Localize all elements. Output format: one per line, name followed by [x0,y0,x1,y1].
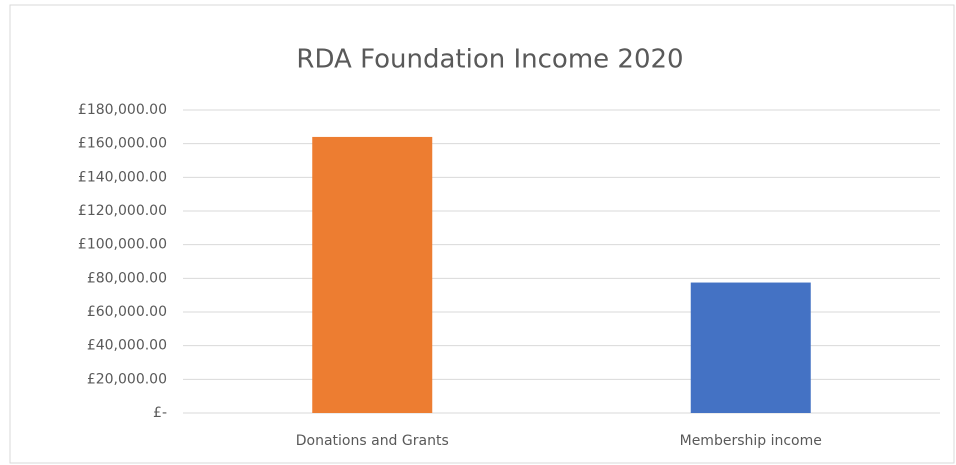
y-tick-label: £20,000.00 [87,371,167,387]
x-tick-label: Membership income [680,433,822,449]
y-tick-label: £80,000.00 [87,270,167,286]
x-tick-label: Donations and Grants [296,433,449,449]
y-tick-label: £40,000.00 [87,338,167,354]
y-tick-label: £180,000.00 [78,102,167,118]
y-tick-label: £140,000.00 [78,169,167,185]
chart-title: RDA Foundation Income 2020 [296,45,683,75]
bar [312,136,433,413]
y-tick-label: £120,000.00 [78,203,167,219]
y-tick-label: £100,000.00 [78,237,167,253]
bar [690,282,811,413]
y-tick-label: £160,000.00 [78,136,167,152]
y-tick-label: £60,000.00 [87,304,167,320]
y-tick-label: £- [153,405,167,421]
